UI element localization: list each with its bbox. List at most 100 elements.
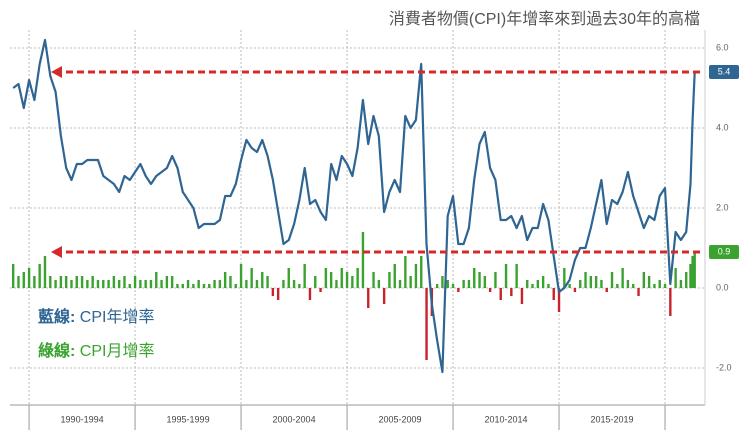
bar	[229, 276, 232, 288]
bar	[340, 268, 343, 288]
bar	[663, 284, 667, 288]
legend-prefix: 綠線:	[38, 341, 75, 360]
bar	[674, 268, 677, 288]
bar	[192, 284, 195, 288]
bar	[75, 276, 78, 288]
x-tick-label: 2010-2014	[485, 414, 528, 424]
bar	[637, 288, 640, 296]
bar	[335, 280, 338, 288]
bar	[218, 280, 222, 288]
bar	[689, 264, 692, 288]
bar	[382, 288, 386, 304]
bar	[552, 288, 555, 300]
bar	[557, 288, 561, 312]
bar	[600, 280, 603, 288]
x-tick-label: 2000-2004	[273, 414, 316, 424]
bar	[308, 288, 312, 300]
bar	[441, 276, 444, 288]
bar	[451, 284, 455, 288]
bar	[584, 272, 587, 288]
bar	[653, 284, 656, 288]
value-label-box	[709, 65, 739, 79]
bar	[17, 276, 20, 288]
bar	[292, 280, 296, 288]
bar	[329, 272, 333, 288]
bar	[176, 284, 179, 288]
bar	[679, 280, 683, 288]
bar	[186, 280, 190, 288]
bar	[541, 276, 545, 288]
bar	[425, 288, 428, 360]
bar	[499, 288, 502, 300]
bar	[446, 280, 449, 288]
bar	[605, 288, 608, 292]
bar	[80, 276, 84, 288]
bar	[170, 276, 174, 288]
bar	[133, 276, 137, 288]
x-tick-label: 1995-1999	[167, 414, 210, 424]
bar	[589, 276, 593, 288]
bar	[478, 272, 481, 288]
chart-title: 消費者物價(CPI)年增率來到過去30年的高檔	[389, 10, 700, 28]
bar	[520, 288, 524, 304]
bar	[504, 264, 508, 288]
bar	[531, 284, 534, 288]
x-tick-label: 2005-2009	[379, 414, 422, 424]
bar	[573, 288, 577, 292]
legend-prefix: 藍線:	[38, 307, 75, 326]
bar	[626, 280, 630, 288]
bar	[462, 280, 465, 288]
bar	[102, 280, 105, 288]
bar	[22, 272, 25, 288]
bar	[86, 280, 89, 288]
bar	[361, 232, 365, 288]
bar	[398, 280, 402, 288]
bar	[128, 284, 131, 288]
bar	[409, 276, 412, 288]
bar	[536, 280, 540, 288]
bar	[117, 280, 121, 288]
bar	[149, 280, 153, 288]
bar	[377, 280, 381, 288]
bar	[314, 276, 317, 288]
bar	[367, 288, 370, 308]
value-label: 0.9	[718, 246, 731, 256]
bar	[356, 268, 359, 288]
bar	[483, 276, 487, 288]
bar	[165, 276, 169, 288]
legend-name: CPI年增率	[80, 308, 155, 326]
bar	[632, 284, 635, 288]
bar	[685, 272, 688, 288]
bar	[112, 276, 116, 288]
bar	[213, 280, 216, 288]
bar	[457, 288, 460, 292]
bar	[404, 256, 407, 288]
bar	[324, 268, 328, 288]
bar	[282, 280, 285, 288]
bar	[568, 284, 571, 288]
bar	[49, 276, 52, 288]
x-tick-label: 2015-2019	[591, 414, 634, 424]
line	[12, 38, 696, 374]
bar	[488, 288, 492, 292]
bar	[91, 276, 94, 288]
bar	[563, 268, 566, 288]
bar	[181, 284, 184, 288]
bar	[33, 276, 36, 288]
bar	[647, 276, 651, 288]
bar	[319, 288, 322, 292]
bar	[669, 288, 672, 316]
bar	[388, 272, 391, 288]
bar	[658, 280, 661, 288]
bar	[11, 264, 15, 288]
bar	[59, 276, 63, 288]
x-tick-label: 1990-1994	[61, 414, 104, 424]
bar	[420, 256, 423, 288]
value-label-box	[709, 245, 739, 259]
y-tick-label: 6.0	[716, 42, 729, 52]
bar	[239, 264, 243, 288]
bar	[642, 272, 646, 288]
y-tick-label: 2.0	[716, 202, 729, 212]
bar	[64, 276, 68, 288]
